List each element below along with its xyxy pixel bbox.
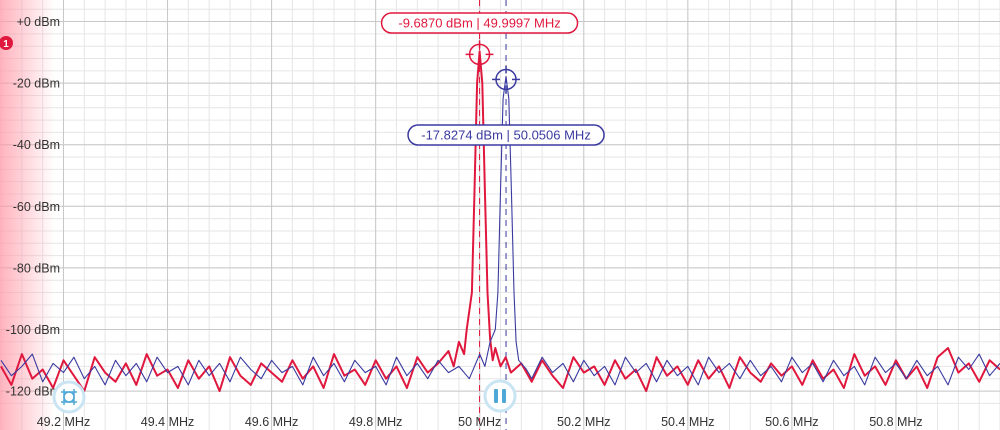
y-tick-label: +0 dBm — [17, 15, 60, 29]
marker-readout-text: -17.8274 dBm | 50.0506 MHz — [421, 128, 591, 143]
grid-crosshair-icon — [61, 389, 77, 405]
grid-toggle-button[interactable] — [52, 380, 86, 414]
series-line-2 — [0, 75, 1000, 386]
x-tick-label: 50.4 MHz — [661, 415, 715, 429]
x-tick-label: 49.6 MHz — [245, 415, 299, 429]
series-layer — [0, 50, 1000, 393]
y-tick-label: -20 dBm — [13, 77, 60, 91]
marker-readout-pill — [380, 12, 579, 34]
peak-marker-1[interactable] — [465, 40, 494, 69]
series-line-1 — [0, 50, 1000, 393]
marker-readout-pill — [407, 124, 605, 146]
x-tick-label: 49.4 MHz — [141, 415, 195, 429]
y-tick-label: -40 dBm — [13, 138, 60, 152]
pause-button[interactable] — [483, 379, 517, 413]
x-tick-label: 49.8 MHz — [349, 415, 403, 429]
reference-level-badge[interactable]: 1 — [0, 36, 13, 50]
pause-icon — [494, 389, 506, 403]
y-tick-label: -80 dBm — [13, 261, 60, 275]
peak-marker-2[interactable] — [492, 65, 521, 94]
x-tick-label: 50.8 MHz — [869, 415, 923, 429]
marker-readout-2[interactable]: -17.8274 dBm | 50.0506 MHz — [407, 124, 605, 146]
y-axis-ticks: +0 dBm -20 dBm -40 dBm -60 dBm -80 dBm -100 d… — [6, 15, 60, 399]
x-tick-label: 50.6 MHz — [765, 415, 819, 429]
x-tick-label: 50.2 MHz — [557, 415, 611, 429]
y-tick-label: -120 dBm — [6, 385, 60, 399]
left-edge-fade — [0, 0, 55, 430]
marker-readout-1[interactable]: -9.6870 dBm | 49.9997 MHz — [380, 12, 579, 34]
x-axis-ticks: 49.2 MHz 49.4 MHz 49.6 MHz 49.8 MHz 50 MHz 50… — [37, 415, 923, 429]
reference-level-badge-text: 1 — [3, 39, 9, 50]
x-tick-label: 49.2 MHz — [37, 415, 91, 429]
marker-layer[interactable]: -9.6870 dBm | 49.9997 MHz -17.8274 dBm | … — [380, 12, 605, 146]
marker-readout-text: -9.6870 dBm | 49.9997 MHz — [398, 16, 560, 31]
x-tick-label: 50 MHz — [458, 415, 501, 429]
y-tick-label: -60 dBm — [13, 200, 60, 214]
y-tick-label: -100 dBm — [6, 323, 60, 337]
